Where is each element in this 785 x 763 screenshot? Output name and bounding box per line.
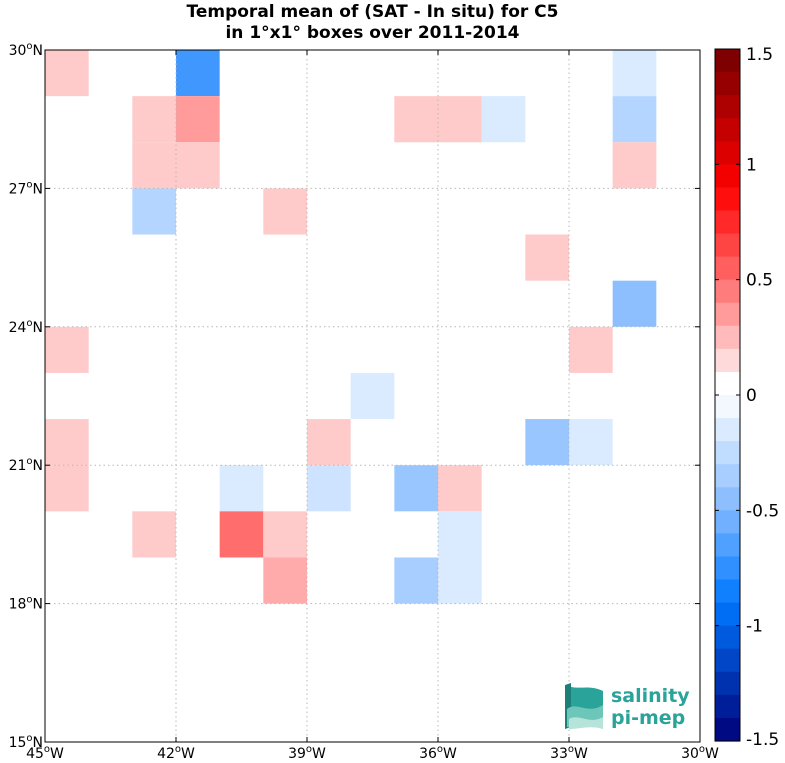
colorbar-segment [715,325,740,350]
colorbar-segment [715,602,740,627]
heatmap-cell [176,142,220,189]
colorbar-segment [715,717,740,742]
colorbar-segment [715,556,740,581]
heatmap-cell [394,557,438,604]
colorbar-segment [715,279,740,304]
x-tick-label: 36oW [419,744,457,762]
heatmap-cell [219,511,264,558]
heatmap-cell [438,557,482,604]
heatmap-cell [307,465,351,512]
colorbar-label: -1.5 [746,730,779,750]
logo-text-pi-mep: pi-mep [611,707,685,729]
colorbar-segment [715,118,740,142]
colorbar-label: 0.5 [746,271,773,291]
y-tick-label: 27oN [9,179,43,197]
colorbar-label: -0.5 [746,501,779,521]
grid-lines [45,50,700,742]
colorbar-segment [715,487,740,511]
colorbar-segment [715,210,740,235]
heatmap-cell [525,234,569,281]
x-tick-label: 39oW [288,744,326,762]
heatmap-cell [612,142,657,189]
y-tick-label: 15oN [9,733,43,751]
colorbar-segment [715,464,740,488]
colorbar-segment [715,187,740,212]
colorbar-segment [715,164,740,188]
colorbar-segment [715,418,740,442]
x-tick-label: 45oW [26,744,64,762]
heatmap-cell [350,372,395,420]
colorbar-segment [715,256,740,281]
heatmap-cell [307,419,351,466]
colorbar-segment [715,141,740,165]
y-tick-label: 24oN [9,318,43,336]
wave-logo-icon [565,683,603,729]
colorbar-label: 1 [746,155,757,175]
x-tick-label: 42oW [157,744,195,762]
heatmap-cell [438,96,482,143]
x-tick-label: 30oW [681,744,719,762]
heatmap-cell [438,465,482,512]
colorbar-segment [715,671,740,696]
colorbar-segment [715,579,740,604]
colorbar-segment [715,233,740,258]
colorbar-segment [715,371,740,396]
heatmap-cell [219,465,264,512]
salinity-pi-mep-logo: salinity pi-mep [565,683,690,729]
heatmap-cell [263,557,307,604]
heatmap-cell [569,419,613,466]
colorbar-segment [715,395,740,419]
y-tick-label: 21oN [9,456,43,474]
heatmap-cell [132,511,176,558]
heatmap-cell [394,465,438,512]
heatmap-cell [132,96,176,143]
heatmap-cell [45,465,89,512]
chart-title-line1: Temporal mean of (SAT - In situ) for C5 [186,2,559,22]
colorbar-segment [715,510,740,534]
colorbar-segment [715,95,740,119]
heatmap-cell [176,96,220,143]
colorbar-segment [715,49,740,73]
axis-ticks: 45oW 42oW 39oW 36oW 33oW 30oW 15oN 18oN 21oN 24oN… [9,41,719,762]
colorbar-label: 1.5 [746,45,773,65]
colorbar-segment [715,72,740,96]
heatmap-cell [132,142,176,189]
heatmap-cell [176,50,220,97]
colorbar-segment [715,302,740,327]
heatmap-cell [612,280,657,327]
heatmap-cell [438,511,482,558]
heatmap-cell [263,511,307,558]
heatmap-cell [45,50,89,97]
heatmap-cells [45,50,657,604]
colorbar: 1.5 1 0.5 0 -0.5 -1 -1.5 [714,45,779,750]
colorbar-segment [715,533,740,558]
heatmap-cell [525,419,569,466]
heatmap-cell [612,96,657,143]
colorbar-segment [715,348,740,373]
colorbar-label: 0 [746,386,757,406]
heatmap-cell [45,326,89,373]
heatmap-cell [612,50,657,97]
logo-text-salinity: salinity [611,685,690,707]
colorbar-label: -1 [746,617,763,637]
heatmap-cell [569,326,613,373]
heatmap-cell [132,188,176,235]
colorbar-segment [715,694,740,719]
chart-title-line2: in 1°x1° boxes over 2011-2014 [225,23,520,43]
y-tick-label: 18oN [9,595,43,613]
heatmap-cell [263,188,307,235]
x-tick-label: 33oW [550,744,588,762]
colorbar-segment [715,441,740,465]
y-tick-label: 30oN [9,41,43,59]
map-frame [44,49,701,743]
colorbar-segment [715,625,740,650]
heatmap-cell [45,419,89,466]
heatmap-cell [394,96,438,143]
heatmap-cell [481,96,526,143]
colorbar-segment [715,648,740,673]
